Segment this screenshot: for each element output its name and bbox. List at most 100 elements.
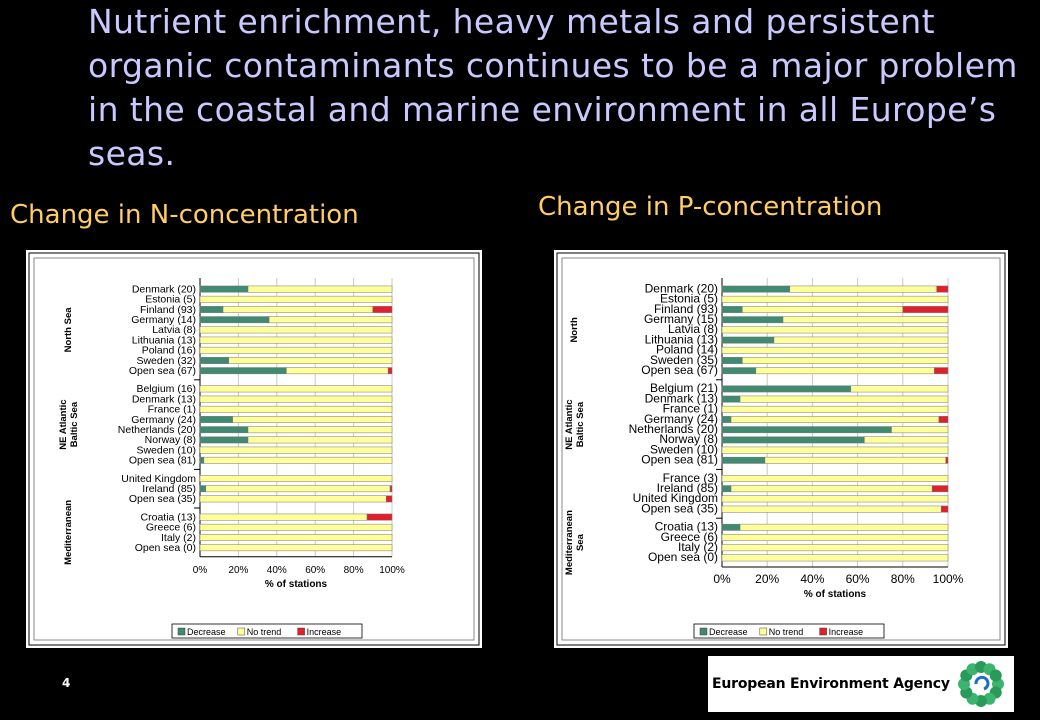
bar-decrease	[721, 367, 757, 375]
bar-increase	[940, 505, 949, 513]
bar-decrease	[199, 285, 249, 293]
legend-box	[171, 623, 363, 639]
bar-no-trend	[764, 456, 946, 464]
bar-decrease	[199, 456, 205, 464]
slide-headline: Nutrient enrichment, heavy metals and pe…	[88, 2, 1018, 173]
bar-decrease	[199, 367, 287, 375]
n-concentration-chart: 0% 20% 40% 60% 80% 100% % of stations Denmark (…	[26, 250, 482, 648]
bar-no-trend	[721, 544, 949, 552]
bar-decrease	[721, 336, 775, 344]
bar-decrease	[721, 523, 741, 531]
bar-no-trend	[721, 446, 949, 454]
row-label: Lithuania (13)	[132, 334, 196, 346]
legend-swatch	[819, 627, 827, 636]
p-chart-caption: Change in P-concentration	[538, 192, 883, 222]
bar-no-trend	[199, 385, 393, 393]
legend-swatch	[177, 627, 186, 636]
bar-no-trend	[721, 554, 949, 562]
bar-no-trend	[199, 523, 393, 531]
row-label: Finland (93)	[654, 302, 718, 316]
bar-increase	[936, 285, 949, 293]
bar-no-trend	[199, 544, 393, 552]
legend-swatch	[237, 627, 246, 636]
x-tick-label: 60%	[305, 565, 325, 576]
row-label: Sweden (32)	[136, 355, 196, 367]
x-tick-label: 20%	[755, 572, 779, 586]
bar-no-trend	[864, 436, 949, 444]
legend-entry: No trend	[247, 627, 282, 637]
row-label: United Kingdom	[121, 473, 196, 485]
bar-decrease	[721, 306, 743, 313]
bar-no-trend	[730, 416, 940, 423]
p-chart-svg: 0% 20% 40% 60% 80% 100% % of stations Denmark (…	[556, 252, 1006, 646]
bar-increase	[366, 513, 393, 521]
row-label: Estonia (5)	[145, 294, 196, 306]
x-tick-label: 60%	[846, 572, 870, 586]
bar-no-trend	[721, 534, 949, 541]
row-label: Open sea (67)	[129, 365, 196, 377]
bar-no-trend	[721, 346, 949, 354]
bar-decrease	[721, 416, 732, 423]
group-label-line: North	[569, 317, 580, 343]
row-label: Germany (14)	[131, 314, 196, 326]
row-label: Poland (16)	[142, 345, 196, 357]
row-label: France (1)	[663, 402, 718, 416]
legend-swatch	[759, 627, 768, 636]
bar-no-trend	[222, 306, 374, 313]
row-label: Norway (8)	[145, 434, 196, 446]
bar-decrease	[721, 357, 743, 364]
bar-decrease	[721, 436, 865, 444]
bar-decrease	[199, 426, 249, 434]
eea-logo: European Environment Agency	[708, 656, 1014, 712]
row-label: Lithuania (13)	[645, 332, 718, 346]
row-label: Germany (15)	[644, 312, 718, 326]
bar-no-trend	[742, 306, 904, 313]
bar-increase	[934, 367, 949, 375]
bar-no-trend	[755, 367, 935, 375]
bar-decrease	[721, 426, 892, 434]
row-label: Belgium (21)	[650, 381, 718, 395]
row-label: Ireland (85)	[142, 483, 196, 495]
row-label: Belgium (16)	[136, 383, 196, 395]
bar-decrease	[199, 316, 270, 324]
row-label: Finland (93)	[140, 304, 196, 316]
row-label: Open sea (0)	[648, 550, 718, 564]
bar-no-trend	[721, 326, 949, 334]
row-label: Open sea (81)	[641, 453, 718, 467]
row-label: Open sea (35)	[641, 501, 718, 515]
bar-decrease	[721, 385, 852, 393]
legend-swatch	[699, 627, 708, 636]
row-label: Germany (24)	[644, 412, 718, 426]
bar-no-trend	[789, 285, 937, 293]
row-label: Sweden (10)	[650, 442, 718, 456]
logo-text: European Environment Agency	[712, 676, 950, 692]
bar-no-trend	[739, 395, 949, 403]
legend-swatch	[297, 627, 305, 636]
group-label: NE AtlanticBaltic Sea	[564, 399, 586, 449]
x-tick-label: 0%	[713, 572, 731, 586]
bar-no-trend	[199, 336, 393, 344]
row-label: Denmark (13)	[132, 393, 196, 405]
row-label: Greece (6)	[661, 530, 718, 544]
row-label: Poland (14)	[656, 343, 718, 357]
bar-no-trend	[205, 485, 391, 493]
x-tick-label: 80%	[344, 565, 364, 576]
bar-no-trend	[782, 316, 949, 324]
bar-decrease	[721, 485, 732, 493]
bar-no-trend	[739, 523, 949, 531]
group-label-line: NE Atlantic	[564, 399, 575, 449]
bar-decrease	[721, 316, 784, 324]
legend-entry: Decrease	[187, 627, 226, 637]
row-label: Croatia (13)	[655, 520, 718, 534]
bar-no-trend	[199, 295, 393, 303]
row-label: Sweden (10)	[136, 444, 196, 456]
legend-entry: Increase	[307, 627, 342, 637]
group-label-line: Mediterranean	[564, 510, 575, 575]
bar-decrease	[721, 395, 741, 403]
group-label: MediterraneanSea	[564, 510, 586, 575]
row-label: Latvia (8)	[152, 324, 196, 336]
row-label: Croatia (13)	[141, 511, 196, 523]
x-tick-label: 40%	[267, 565, 287, 576]
group-label-line: North Sea	[63, 307, 74, 353]
bar-no-trend	[286, 367, 389, 375]
